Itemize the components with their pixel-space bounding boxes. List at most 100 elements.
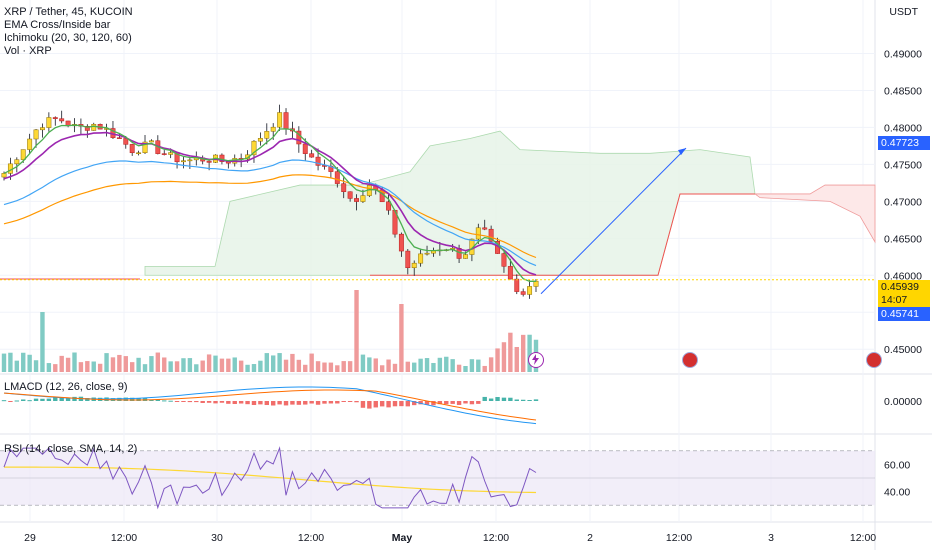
us-flag-event-icon[interactable] xyxy=(866,352,882,368)
target-price-label: 0.47723 xyxy=(878,136,930,150)
candle xyxy=(251,140,257,156)
candle xyxy=(354,198,359,202)
price-tick-label: 0.49000 xyxy=(884,48,922,60)
candle xyxy=(475,227,481,240)
macd-bar xyxy=(168,400,173,402)
price-tick-label: 0.47500 xyxy=(884,159,922,171)
lightning-icon[interactable] xyxy=(528,352,544,368)
candle xyxy=(341,183,347,192)
candle xyxy=(424,252,430,255)
macd-bar xyxy=(162,400,167,402)
macd-bar xyxy=(431,401,436,406)
ichimoku-cloud-red xyxy=(753,184,876,244)
ema-orange-line xyxy=(3,174,537,259)
volume-bar xyxy=(405,361,411,372)
countdown-label: 14:07 xyxy=(878,293,930,307)
volume-bar xyxy=(142,364,148,372)
volume-bar xyxy=(315,361,321,372)
macd-bar xyxy=(238,401,244,404)
candle xyxy=(533,280,539,287)
volume-bar xyxy=(277,353,282,372)
macd-bar xyxy=(290,401,295,405)
volume-bars xyxy=(1,290,539,372)
projection-arrow xyxy=(540,147,687,295)
price-tick-label: 0.47000 xyxy=(884,196,922,208)
volume-bar xyxy=(444,356,449,372)
macd-bar xyxy=(508,397,513,401)
candle xyxy=(405,250,411,269)
macd-bar xyxy=(129,397,135,401)
candle xyxy=(270,126,276,132)
candle xyxy=(264,131,270,139)
ema-green-line xyxy=(3,124,536,282)
candle xyxy=(507,266,513,280)
volume-bar xyxy=(341,361,346,372)
macd-bar xyxy=(149,399,154,401)
volume-bar xyxy=(347,361,353,372)
volume-bar xyxy=(463,365,468,372)
macd-bar xyxy=(187,401,193,403)
macd-bar xyxy=(33,398,39,401)
macd-bar xyxy=(399,401,404,407)
candle xyxy=(296,130,302,145)
volume-bar xyxy=(33,360,39,372)
macd-bar xyxy=(482,396,487,401)
volume-bar xyxy=(354,290,359,372)
rsi-legend[interactable]: RSI (14, close, SMA, 14, 2) xyxy=(4,443,138,455)
macd-bar xyxy=(367,401,372,409)
candle xyxy=(20,149,26,160)
candle xyxy=(33,129,39,140)
rsi-sma-line xyxy=(4,466,537,494)
macd-bar xyxy=(1,400,7,402)
macd-bar xyxy=(245,401,250,405)
rsi-band xyxy=(0,450,875,506)
candle xyxy=(411,262,417,269)
macd-bar xyxy=(14,400,20,402)
volume-bar xyxy=(155,352,161,372)
indicator-volume[interactable]: Vol · XRP xyxy=(4,45,52,57)
volume-bar xyxy=(283,359,289,372)
candle xyxy=(520,291,526,295)
time-tick-label: May xyxy=(392,532,413,544)
candle xyxy=(482,227,488,230)
macd-bar xyxy=(21,399,26,401)
macd-bar xyxy=(219,401,225,403)
macd-bar xyxy=(469,401,475,405)
price-tick-label: 0.48500 xyxy=(884,85,922,97)
volume-bar xyxy=(14,360,20,372)
candle xyxy=(161,153,167,155)
volume-bar xyxy=(264,353,269,372)
candle xyxy=(501,253,507,267)
macd-legend[interactable]: LMACD (12, 26, close, 9) xyxy=(4,381,128,393)
macd-bar xyxy=(520,399,526,401)
volume-bar xyxy=(117,354,122,372)
volume-bar xyxy=(335,365,340,372)
macd-tick-label: 0.00000 xyxy=(884,396,922,408)
macd-bar xyxy=(142,397,148,401)
indicator-ichimoku[interactable]: Ichimoku (20, 30, 120, 60) xyxy=(4,32,132,44)
candle xyxy=(347,191,353,199)
volume-bar xyxy=(418,358,423,372)
indicator-ema[interactable]: EMA Cross/Inside bar xyxy=(4,19,111,31)
macd-bar xyxy=(72,396,77,401)
ichimoku-base-line xyxy=(0,193,755,280)
macd-bar xyxy=(347,401,353,402)
volume-bar xyxy=(8,352,13,372)
volume-bar xyxy=(360,354,366,372)
candle xyxy=(181,160,186,163)
candle xyxy=(136,152,142,155)
volume-bar xyxy=(232,357,237,372)
candle xyxy=(386,201,392,211)
macd-bar xyxy=(27,400,32,402)
candle xyxy=(84,126,90,131)
macd-bar xyxy=(405,401,411,407)
macd-bar xyxy=(444,401,449,405)
macd-bar xyxy=(53,396,58,401)
us-flag-event-icon[interactable] xyxy=(682,352,698,368)
macd-bar xyxy=(354,401,359,403)
candle xyxy=(206,160,212,163)
macd-bar xyxy=(501,397,507,401)
macd-bar xyxy=(271,401,276,406)
macd-bar xyxy=(296,401,302,405)
